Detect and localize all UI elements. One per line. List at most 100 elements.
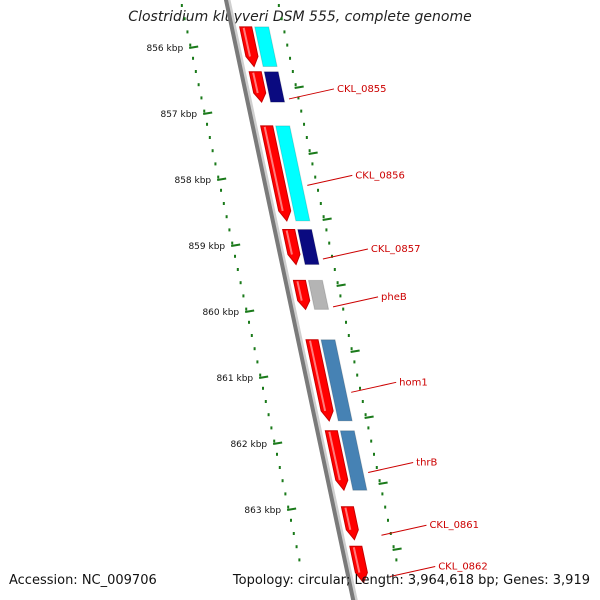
outer-dot (280, 17, 283, 21)
backbone-shadow (227, 0, 358, 600)
ruler-dot (273, 439, 276, 443)
ruler-dot (211, 149, 214, 153)
ruler-dot (225, 215, 228, 219)
outer-dot (325, 228, 328, 232)
gene-arrow (260, 125, 292, 222)
ruler-dot (200, 96, 203, 100)
outer-dot (314, 175, 317, 179)
outer-dot (381, 492, 384, 496)
outer-major-tick (308, 151, 318, 155)
outer-dot (305, 136, 308, 139)
gene-highlight (285, 230, 293, 255)
ruler-dot (189, 43, 192, 47)
outer-dot (370, 439, 373, 443)
outer-dot (333, 268, 336, 271)
gene-label: pheB (381, 292, 407, 303)
gene-label-leader (288, 88, 335, 100)
feature-bar (307, 279, 330, 310)
feature-bar (254, 26, 278, 67)
outer-dot (283, 30, 286, 34)
outer-dot (347, 334, 350, 337)
ruler-major-tick (203, 111, 213, 115)
feature-track (254, 26, 368, 491)
gene-highlight (263, 126, 284, 212)
ruler-dot (262, 386, 265, 390)
outer-dot (384, 505, 387, 509)
gene-label: thrB (416, 458, 437, 469)
ruler-dot (289, 518, 292, 522)
outer-major-tick (336, 283, 346, 287)
outer-dot (308, 149, 311, 153)
gene-highlight (252, 72, 259, 94)
outer-dot (361, 400, 364, 403)
gene-track (239, 26, 368, 584)
outer-dot (395, 558, 398, 562)
outer-dot (294, 83, 297, 87)
ruler-dot (217, 175, 220, 179)
feature-bar (275, 125, 311, 222)
ruler-dot (270, 426, 273, 430)
outer-dot (359, 386, 362, 390)
gene-arrow (324, 430, 349, 492)
gene-highlight (344, 507, 352, 531)
ruler-dot (275, 452, 278, 456)
ruler-dot (256, 360, 259, 364)
gene-highlight (328, 431, 341, 481)
outer-dot (286, 43, 289, 47)
ruler-dot (203, 109, 206, 113)
outer-major-tick (378, 481, 388, 485)
outer-major-tick (350, 349, 360, 353)
ruler-major-tick (216, 177, 227, 181)
outer-dot (317, 188, 320, 192)
ruler-dot (194, 70, 197, 73)
outer-dot (345, 320, 348, 324)
ruler-tick-label: 862 kbp (230, 440, 267, 450)
gene-label-leader (307, 174, 353, 186)
ruler-dot (248, 320, 251, 324)
gene-arrow (248, 71, 267, 104)
outer-major-tick (364, 415, 374, 419)
feature-bar (320, 339, 353, 422)
ruler-dot (234, 254, 237, 258)
gene-label-leader (351, 381, 397, 393)
outer-dot (322, 215, 325, 219)
ruler-dot (298, 558, 301, 562)
gene-label: CKL_0857 (371, 244, 421, 255)
outer-dot (328, 241, 331, 245)
gene-label: CKL_0856 (355, 170, 405, 181)
gene-highlight (352, 547, 361, 573)
gene-label-leader (390, 565, 436, 577)
ruler-major-tick (286, 507, 297, 511)
ruler-dot (278, 466, 281, 469)
ruler-dot (222, 202, 225, 205)
ruler-dot (284, 492, 287, 496)
gene-label: CKL_0861 (429, 520, 479, 531)
ruler-tick-label: 863 kbp (244, 506, 281, 516)
feature-bar (339, 430, 368, 491)
ruler-major-tick (244, 309, 255, 313)
outer-dot (300, 109, 303, 113)
ruler-tick-label: 860 kbp (202, 308, 239, 318)
gene-label-leader (332, 296, 379, 308)
ruler-dot (239, 281, 242, 285)
gene-labels: CKL_0855 CKL_0856 CKL_0857 pheB hom1 thrB CKL_… (288, 84, 488, 577)
feature-bar (297, 229, 320, 265)
gene-label-leader (381, 524, 427, 536)
genome-summary-text: Topology: circular; Length: 3,964,618 bp… (232, 573, 590, 588)
ruler-dot (242, 294, 245, 298)
gene-highlight (309, 340, 327, 412)
outer-dot (372, 452, 375, 456)
ruler-dot (236, 268, 239, 271)
ruler-dot (208, 136, 211, 139)
ruler-dot (180, 4, 183, 7)
ruler-dot (197, 83, 200, 87)
outer-dot (350, 347, 353, 351)
outer-dot (353, 360, 356, 364)
outer-dot (392, 545, 395, 549)
outer-major-ticks (294, 85, 402, 551)
outer-dot (291, 70, 294, 73)
ruler-dot (292, 532, 295, 535)
ruler-minor-ticks (180, 4, 301, 562)
